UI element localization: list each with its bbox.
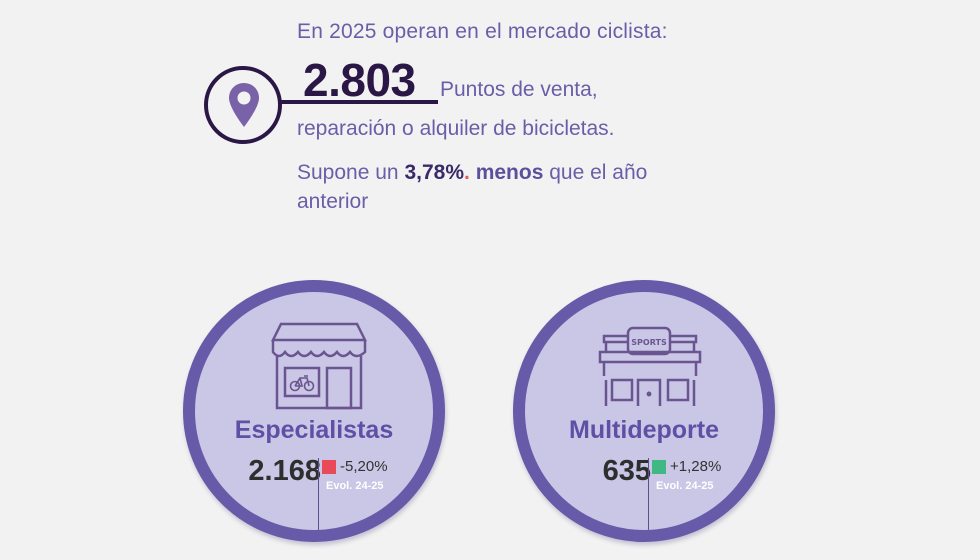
pin-ring [204,66,282,144]
category-name: Multideporte [569,416,719,444]
change-sentence: Supone un 3,78%. menos que el año anteri… [297,158,717,216]
evolution-label: Evol. 24-25 [656,480,714,492]
category-card-especialistas: Especialistas 2.168 -5,20% Evol. 24-25 [183,280,445,542]
sports-store-icon: SPORTS [598,326,702,406]
evolution-value: -5,20% [340,458,388,475]
bike-shop-icon [271,322,367,410]
location-pin-icon [229,83,259,127]
divider-line [318,458,319,530]
category-card-multideporte: SPORTS Multideporte 635 +1,28% Evol. 24-… [513,280,775,542]
headline: En 2025 operan en el mercado ciclista: [297,20,668,43]
category-count: 635 [602,455,651,487]
evolution-indicator-negative [322,460,336,474]
divider-line [648,458,649,530]
evolution-value: +1,28% [670,458,722,475]
change-prefix: Supone un [297,161,399,184]
evolution-label: Evol. 24-25 [326,480,384,492]
category-name: Especialistas [234,416,394,444]
category-count: 2.168 [248,455,321,487]
evolution-indicator-positive [652,460,666,474]
change-direction: menos [475,161,544,184]
pin-connector-line [281,100,438,104]
points-label-continued: reparación o alquiler de bicicletas. [297,117,615,140]
points-label: Puntos de venta, [440,78,598,101]
total-points-number: 2.803 [303,54,416,106]
change-dot: . [464,161,470,184]
change-suffix: que el año anterior [297,161,648,213]
change-percentage: 3,78% [404,161,464,184]
svg-text:SPORTS: SPORTS [631,338,667,347]
